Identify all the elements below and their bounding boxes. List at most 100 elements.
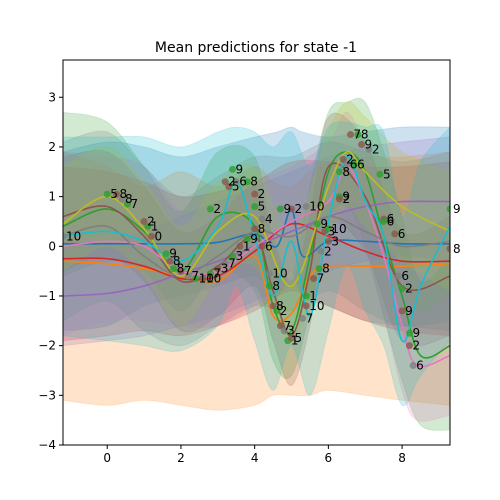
point-label: 5 (232, 180, 240, 194)
data-point (276, 205, 284, 213)
data-point (380, 217, 388, 225)
point-label: 6 (398, 227, 406, 241)
data-point (118, 195, 126, 203)
data-point (103, 190, 111, 198)
point-label: 7 (228, 257, 236, 271)
data-point (409, 362, 417, 370)
chart-title: Mean predictions for state -1 (155, 40, 357, 56)
point-label: 7 (353, 128, 361, 142)
data-point (225, 183, 233, 191)
point-label: 1 (151, 219, 159, 233)
point-label: 10 (309, 200, 324, 214)
point-label: 9 (320, 217, 328, 231)
x-tick-label: 2 (177, 451, 185, 465)
data-point (302, 203, 310, 211)
y-tick-label: −4 (38, 438, 56, 452)
x-tick-label: 4 (251, 451, 259, 465)
point-label: 4 (265, 212, 273, 226)
data-point (446, 205, 450, 213)
data-point (258, 242, 266, 250)
data-point (214, 265, 222, 273)
point-label: 7 (191, 269, 199, 283)
point-label: 9 (236, 162, 244, 176)
data-point (343, 160, 351, 168)
point-label: 6 (416, 359, 424, 373)
point-label: 6 (401, 269, 409, 283)
data-point (391, 230, 399, 238)
data-point (324, 237, 332, 245)
data-point (315, 265, 323, 273)
x-tick-label: 8 (398, 451, 406, 465)
data-point (229, 165, 237, 173)
data-point (199, 275, 207, 283)
point-label: 10 (66, 229, 81, 243)
data-point (302, 292, 310, 300)
point-label: 1 (291, 334, 299, 348)
data-point (394, 272, 402, 280)
point-label: 10 (206, 272, 221, 286)
data-point (236, 242, 244, 250)
data-point (405, 342, 413, 350)
data-point (346, 131, 354, 139)
y-tick-label: 3 (48, 90, 56, 104)
point-label: 6 (387, 214, 395, 228)
point-label: 6 (387, 212, 395, 226)
data-point (251, 225, 259, 233)
point-label: 2 (372, 142, 380, 156)
data-point (310, 275, 318, 283)
point-label: 1 (243, 239, 251, 253)
data-point (313, 220, 321, 228)
y-tick-label: −2 (38, 339, 56, 353)
point-label: 3 (287, 324, 295, 338)
point-label: 9 (250, 232, 258, 246)
point-label: 3 (331, 234, 339, 248)
point-label: 10 (331, 222, 346, 236)
point-label: 8 (276, 299, 284, 313)
data-point (354, 131, 362, 139)
point-label: 5 (295, 331, 303, 345)
data-point (350, 160, 358, 168)
y-tick-label: −1 (38, 289, 56, 303)
point-label: 8 (119, 187, 127, 201)
y-tick-label: 0 (48, 239, 56, 253)
x-tick-label: 6 (325, 451, 333, 465)
data-point (265, 282, 273, 290)
data-point (221, 260, 229, 268)
point-label: 3 (236, 249, 244, 263)
data-point (302, 302, 310, 310)
data-point (317, 247, 325, 255)
point-label: 6 (239, 175, 247, 189)
point-label: 8 (342, 165, 350, 179)
y-axis-ticks: −4 −3 −2 −1 0 1 2 3 (38, 90, 63, 452)
x-tick-label: 0 (103, 451, 111, 465)
data-point (335, 168, 343, 176)
data-point (358, 140, 366, 148)
data-point (243, 178, 251, 186)
data-point (376, 170, 384, 178)
mean-line-3 (63, 222, 450, 281)
data-point (166, 257, 174, 265)
data-point (63, 232, 67, 240)
point-label: 5 (383, 167, 391, 181)
data-point (232, 178, 240, 186)
point-label: 7 (306, 311, 314, 325)
point-label: 6 (265, 239, 273, 253)
point-label: 9 (453, 202, 461, 216)
point-label: 3 (328, 224, 336, 238)
data-point (221, 178, 229, 186)
point-label: 2 (280, 304, 288, 318)
data-point (243, 235, 251, 243)
point-label: 7 (317, 272, 325, 286)
data-point (324, 225, 332, 233)
data-point (273, 307, 281, 315)
point-label: 9 (342, 190, 350, 204)
point-label: 2 (228, 175, 236, 189)
point-label: 5 (110, 187, 118, 201)
point-label: 7 (213, 267, 221, 281)
data-point (335, 195, 343, 203)
data-point (124, 200, 131, 208)
mean-line-6 (63, 165, 450, 368)
data-point (339, 155, 347, 163)
